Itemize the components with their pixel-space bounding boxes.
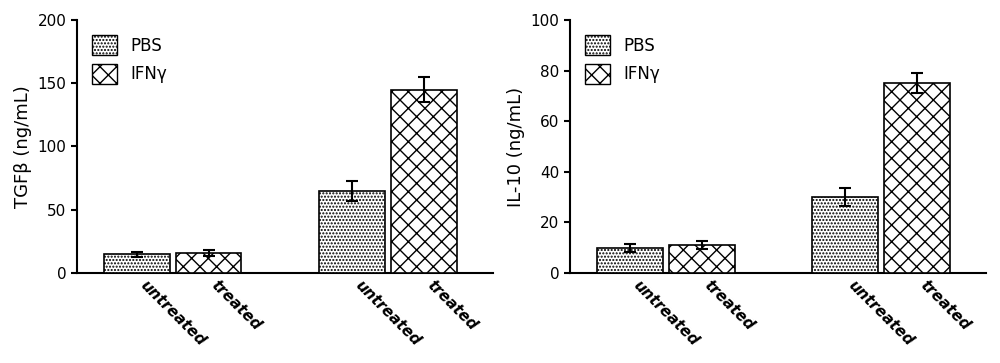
Y-axis label: IL-10 (ng/mL): IL-10 (ng/mL) <box>507 86 525 207</box>
Bar <box>391 90 457 273</box>
Bar <box>597 248 663 273</box>
Bar <box>812 197 878 273</box>
Y-axis label: TGFβ (ng/mL): TGFβ (ng/mL) <box>14 85 32 208</box>
Bar <box>884 83 950 273</box>
Bar <box>104 254 170 273</box>
Bar <box>669 245 735 273</box>
Legend: PBS, IFNγ: PBS, IFNγ <box>578 28 667 90</box>
Bar <box>176 253 241 273</box>
Bar <box>319 191 385 273</box>
Legend: PBS, IFNγ: PBS, IFNγ <box>85 28 173 90</box>
